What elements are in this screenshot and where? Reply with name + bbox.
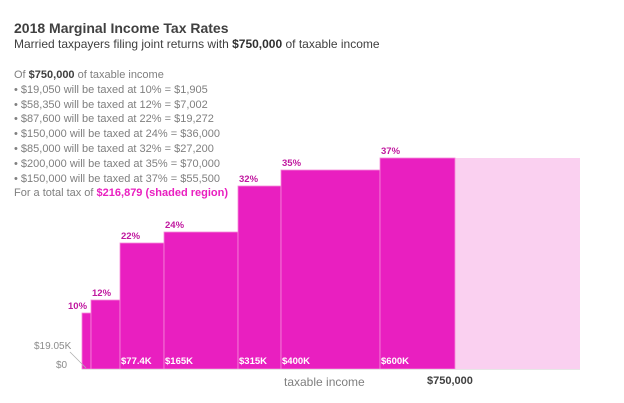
notes-total: For a total tax of $216,879 (shaded regi… <box>14 186 228 201</box>
subtitle-income: $750,000 <box>232 37 283 51</box>
bracket-bar-35 <box>280 169 381 370</box>
subtitle-post: of taxable income <box>282 37 380 51</box>
bracket-start-label: $600K <box>381 356 409 367</box>
chart-title: 2018 Marginal Income Tax Rates <box>14 20 229 36</box>
notes-total-pre: For a total tax of <box>14 187 97 200</box>
notes-intro-income: $750,000 <box>28 69 75 81</box>
bracket-start-label: $165K <box>165 356 193 367</box>
rate-label-24: 24% <box>165 220 185 231</box>
unshaded-region <box>455 158 580 369</box>
bracket-bar-24 <box>163 231 239 370</box>
rate-label-10: 10% <box>68 301 88 312</box>
x-axis-title: taxable income <box>284 375 365 389</box>
subtitle-pre: Married taxpayers filing joint returns w… <box>14 37 233 51</box>
notes-total-value: $216,879 (shaded region) <box>96 187 228 200</box>
bracket-bar-10 <box>81 312 92 370</box>
notes-intro: Of $750,000 of taxable income <box>14 68 228 83</box>
notes-intro-pre: Of <box>14 69 29 81</box>
chart-subtitle: Married taxpayers filing joint returns w… <box>14 37 380 51</box>
rate-label-37: 37% <box>381 146 401 157</box>
notes-line: • $19,050 will be taxed at 10% = $1,905 <box>14 83 208 96</box>
notes-line: • $200,000 will be taxed at 35% = $70,00… <box>14 157 220 170</box>
notes-line: • $150,000 will be taxed at 37% = $55,50… <box>14 172 220 185</box>
rate-label-22: 22% <box>121 231 141 242</box>
rate-label-35: 35% <box>282 158 302 169</box>
bracket-start-label: $77.4K <box>121 356 152 367</box>
leader-line <box>69 351 87 369</box>
notes-intro-post: of taxable income <box>74 69 164 81</box>
notes-line: • $87,600 will be taxed at 22% = $19,272 <box>14 113 214 126</box>
tax-breakdown-notes: Of $750,000 of taxable income • $19,050 … <box>14 68 228 201</box>
notes-line: • $85,000 will be taxed at 32% = $27,200 <box>14 142 214 155</box>
notes-line: • $58,350 will be taxed at 12% = $7,002 <box>14 98 208 111</box>
rate-label-32: 32% <box>239 174 259 185</box>
rate-label-12: 12% <box>92 288 112 299</box>
notes-line: • $150,000 will be taxed at 24% = $36,00… <box>14 128 220 141</box>
bracket-start-label-0: $0 <box>56 360 68 371</box>
bracket-start-label: $315K <box>239 356 267 367</box>
bracket-start-label-19.05k: $19.05K <box>34 341 72 352</box>
bracket-bar-12 <box>90 299 121 370</box>
bracket-bar-37 <box>379 157 456 370</box>
bracket-bar-32 <box>237 185 282 370</box>
income-marker-label: $750,000 <box>427 375 473 387</box>
bracket-bar-22 <box>119 242 165 370</box>
bracket-start-label: $400K <box>282 356 310 367</box>
